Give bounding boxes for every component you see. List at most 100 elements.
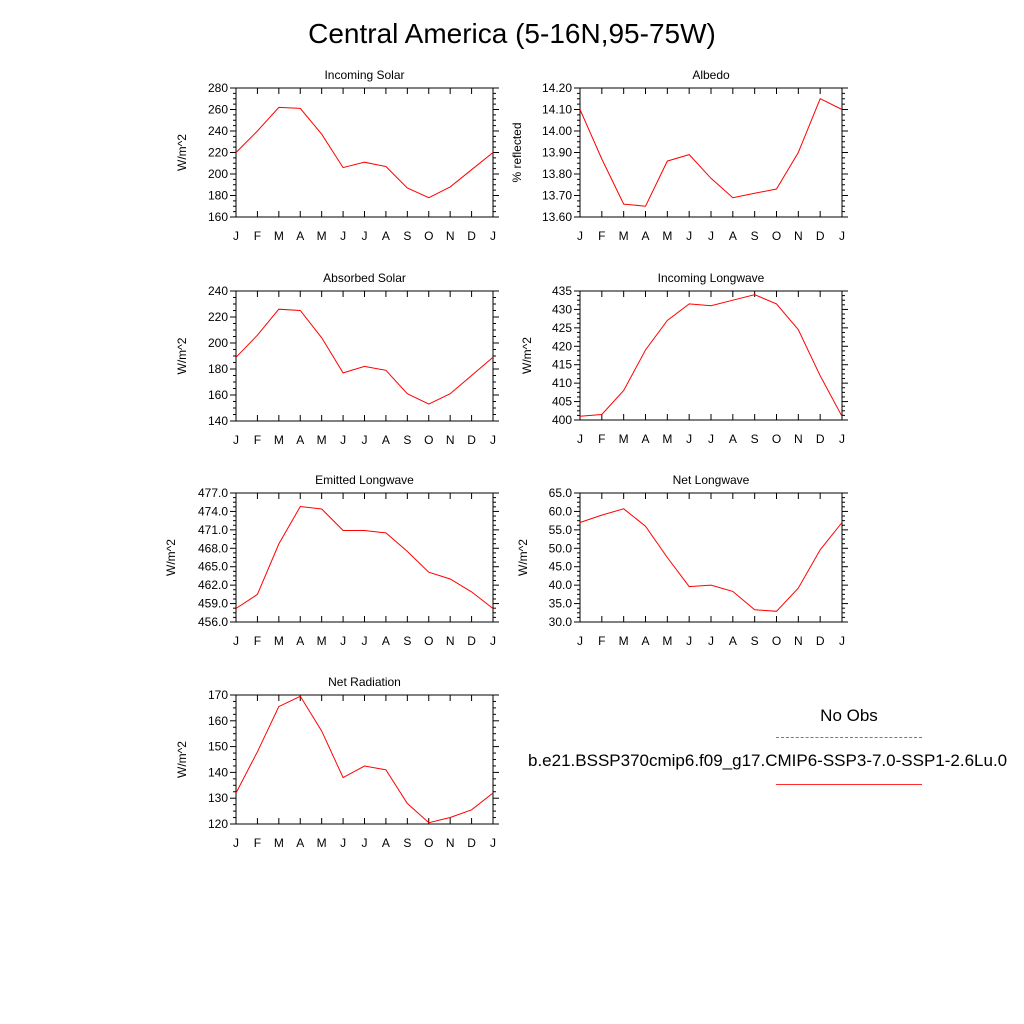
x-tick-label: N: [446, 229, 455, 243]
x-tick-label: M: [274, 836, 284, 850]
x-tick-label: M: [619, 229, 629, 243]
x-tick-label: J: [362, 433, 368, 447]
y-tick-label: 468.0: [198, 541, 228, 555]
series-line: [235, 308, 494, 405]
x-tick-label: M: [662, 229, 672, 243]
y-tick-label: 471.0: [198, 523, 228, 537]
y-tick-label: 474.0: [198, 504, 228, 518]
y-tick-label: 30.0: [549, 615, 573, 629]
x-tick-label: A: [382, 836, 390, 850]
y-tick-label: 14.10: [542, 103, 572, 117]
legend-run-label: b.e21.BSSP370cmip6.f09_g17.CMIP6-SSP3-7.…: [528, 751, 1008, 770]
legend-run-line: [776, 784, 922, 785]
x-tick-label: N: [446, 836, 455, 850]
y-tick-label: 280: [208, 81, 228, 95]
x-tick-label: O: [424, 836, 433, 850]
y-tick-label: 435: [552, 284, 572, 298]
y-tick-label: 477.0: [198, 486, 228, 500]
x-tick-label: N: [794, 229, 803, 243]
x-tick-label: F: [254, 836, 261, 850]
y-tick-label: 160: [208, 388, 228, 402]
series-line: [235, 106, 494, 199]
x-tick-label: S: [403, 433, 411, 447]
y-tick-label: 425: [552, 321, 572, 335]
x-tick-label: J: [490, 433, 496, 447]
y-tick-label: 140: [208, 414, 228, 428]
x-tick-label: D: [467, 229, 476, 243]
x-tick-label: J: [340, 229, 346, 243]
x-tick-label: J: [686, 432, 692, 446]
y-tick-label: 200: [208, 336, 228, 350]
x-tick-label: J: [490, 634, 496, 648]
y-tick-label: 140: [208, 765, 228, 779]
y-tick-label: 170: [208, 688, 228, 702]
y-tick-label: 13.80: [542, 167, 572, 181]
y-axis-label: W/m^2: [175, 741, 189, 778]
x-tick-label: J: [708, 229, 714, 243]
x-tick-label: F: [598, 634, 605, 648]
x-tick-label: J: [577, 229, 583, 243]
y-tick-label: 459.0: [198, 597, 228, 611]
y-axis-label: W/m^2: [164, 539, 178, 576]
x-tick-label: J: [233, 433, 239, 447]
x-tick-label: M: [317, 229, 327, 243]
x-tick-label: A: [382, 229, 390, 243]
y-tick-label: 240: [208, 284, 228, 298]
x-tick-label: O: [772, 634, 781, 648]
x-tick-label: D: [467, 634, 476, 648]
x-tick-label: J: [577, 432, 583, 446]
x-tick-label: M: [274, 634, 284, 648]
plot-frame: [579, 87, 843, 218]
series-line: [235, 695, 494, 824]
x-tick-label: J: [340, 836, 346, 850]
plot-frame: [579, 492, 843, 623]
y-axis-label: W/m^2: [175, 134, 189, 171]
x-tick-label: J: [340, 634, 346, 648]
y-tick-label: 55.0: [549, 523, 573, 537]
panel-title: Net Longwave: [673, 473, 750, 487]
y-tick-label: 400: [552, 413, 572, 427]
y-tick-label: 45.0: [549, 560, 573, 574]
x-tick-label: J: [708, 432, 714, 446]
x-tick-label: D: [816, 634, 825, 648]
plot-frame: [235, 87, 494, 218]
x-tick-label: A: [641, 634, 649, 648]
y-axis-label: W/m^2: [175, 337, 189, 374]
x-tick-label: N: [446, 433, 455, 447]
y-tick-label: 430: [552, 302, 572, 316]
x-tick-label: A: [296, 229, 304, 243]
y-tick-label: 465.0: [198, 560, 228, 574]
x-tick-label: M: [619, 432, 629, 446]
y-tick-label: 420: [552, 339, 572, 353]
x-tick-label: S: [751, 229, 759, 243]
x-tick-label: F: [598, 432, 605, 446]
x-tick-label: M: [317, 634, 327, 648]
y-tick-label: 462.0: [198, 578, 228, 592]
x-tick-label: M: [317, 836, 327, 850]
x-tick-label: M: [274, 229, 284, 243]
x-tick-label: J: [686, 634, 692, 648]
x-tick-label: M: [662, 432, 672, 446]
y-tick-label: 180: [208, 362, 228, 376]
x-tick-label: O: [772, 432, 781, 446]
x-tick-label: S: [403, 634, 411, 648]
y-axis-label: W/m^2: [520, 337, 534, 374]
y-tick-label: 240: [208, 124, 228, 138]
x-tick-label: J: [362, 836, 368, 850]
x-tick-label: A: [382, 634, 390, 648]
panel-title: Incoming Solar: [324, 68, 404, 82]
y-tick-label: 50.0: [549, 541, 573, 555]
series-line: [579, 98, 843, 207]
plot-frame: [235, 694, 494, 825]
x-tick-label: S: [403, 836, 411, 850]
x-tick-label: O: [424, 229, 433, 243]
x-tick-label: J: [686, 229, 692, 243]
x-tick-label: J: [839, 432, 845, 446]
y-axis-label: % reflected: [510, 122, 524, 182]
x-tick-label: M: [317, 433, 327, 447]
y-tick-label: 13.70: [542, 189, 572, 203]
x-tick-label: J: [362, 229, 368, 243]
x-tick-label: O: [772, 229, 781, 243]
